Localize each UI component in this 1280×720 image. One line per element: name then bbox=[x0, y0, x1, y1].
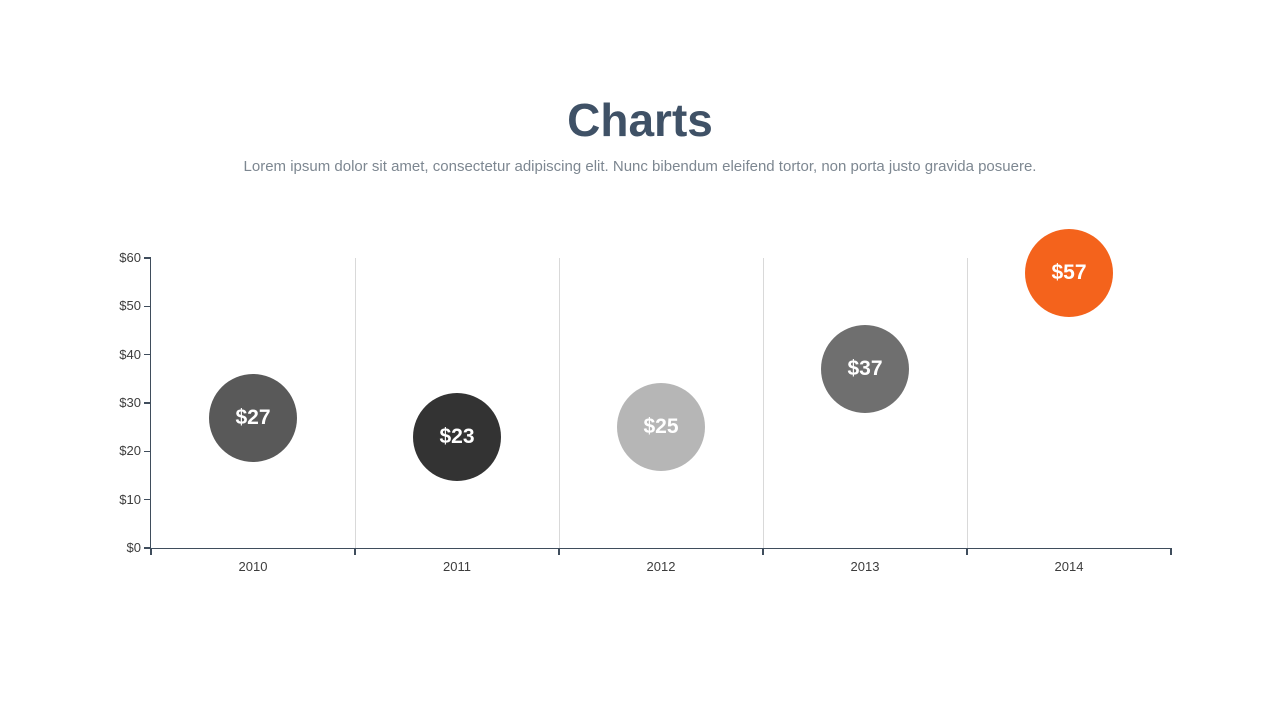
x-axis-label: 2011 bbox=[443, 559, 471, 574]
gridline bbox=[763, 258, 764, 548]
x-axis-tick bbox=[1170, 548, 1172, 555]
data-bubble-2012[interactable]: $25 bbox=[617, 383, 705, 472]
x-axis-label: 2010 bbox=[238, 559, 268, 574]
gridline bbox=[355, 258, 356, 548]
x-axis-tick bbox=[966, 548, 968, 555]
y-axis-label: $50 bbox=[119, 298, 141, 314]
bubble-chart-plot-area: $0 $10 $20 $30 $40 $50 $60 2010 2011 2012 2013 2014… bbox=[119, 228, 1172, 574]
y-axis-label: $60 bbox=[119, 250, 141, 265]
y-axis-tick bbox=[144, 498, 151, 501]
x-axis-label: 2012 bbox=[646, 559, 676, 574]
data-bubble-2013[interactable]: $37 bbox=[821, 325, 909, 414]
y-axis-tick bbox=[144, 305, 151, 308]
data-bubble-2011[interactable]: $23 bbox=[413, 392, 501, 481]
y-axis-tick bbox=[144, 402, 151, 404]
data-bubble-2014[interactable]: $57 bbox=[1025, 228, 1113, 317]
gridline bbox=[559, 258, 560, 548]
y-axis-label: $30 bbox=[119, 395, 141, 410]
x-axis-tick bbox=[558, 548, 560, 555]
x-axis-tick bbox=[762, 548, 764, 555]
y-axis-label: $40 bbox=[119, 346, 141, 362]
y-axis-tick bbox=[144, 450, 151, 453]
y-axis-label: $10 bbox=[119, 491, 141, 507]
y-axis-tick bbox=[144, 353, 151, 356]
x-axis-label: 2014 bbox=[1054, 559, 1084, 574]
gridline bbox=[967, 258, 968, 548]
y-axis-label: $0 bbox=[126, 540, 141, 555]
page-title: Charts bbox=[567, 94, 713, 146]
y-axis-label: $20 bbox=[119, 443, 141, 459]
x-axis-tick bbox=[354, 548, 356, 555]
data-bubble-2010[interactable]: $27 bbox=[209, 373, 297, 462]
y-axis-tick bbox=[144, 547, 151, 549]
x-axis-tick bbox=[150, 548, 152, 555]
page-subtitle: Lorem ipsum dolor sit amet, consectetur … bbox=[243, 158, 1037, 175]
x-axis-label: 2013 bbox=[850, 559, 880, 574]
y-axis-tick bbox=[144, 257, 151, 259]
